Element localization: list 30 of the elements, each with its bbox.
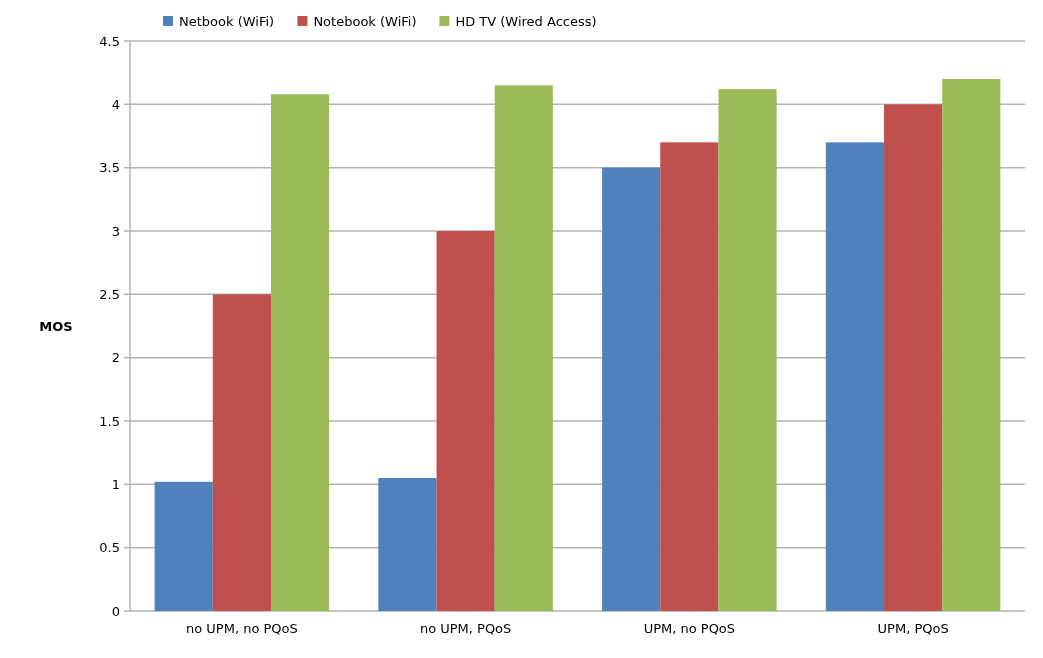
bar: [942, 79, 1001, 611]
bar: [212, 294, 271, 611]
y-tick-label: 2.5: [99, 286, 120, 302]
y-tick-label: 3.5: [99, 160, 120, 176]
y-tick-label: 4: [111, 96, 120, 112]
y-tick-label: 1.5: [99, 413, 120, 429]
y-tick-label: 4.5: [99, 33, 120, 49]
x-tick-label: UPM, no PQoS: [643, 621, 736, 636]
bar: [436, 231, 495, 611]
bar: [270, 94, 330, 611]
y-axis-title: MOS: [39, 318, 73, 334]
y-tick-label: 1: [111, 476, 120, 492]
bar: [825, 142, 885, 611]
bar: [378, 478, 437, 611]
bar: [718, 89, 777, 611]
bar: [884, 104, 943, 611]
y-tick-label: 0.5: [99, 540, 120, 556]
y-tick-label: 0: [111, 603, 120, 619]
bar: [602, 167, 661, 611]
legend-label: HD TV (Wired Access): [455, 14, 597, 29]
y-tick-label: 3: [111, 223, 120, 239]
y-tick-label: 2: [111, 350, 120, 366]
x-tick-label: UPM, PQoS: [877, 621, 949, 636]
legend-label: Netbook (WiFi): [179, 14, 275, 29]
legend-label: Notebook (WiFi): [313, 14, 417, 29]
bar: [494, 85, 553, 611]
bar: [660, 142, 719, 611]
bar: [154, 481, 213, 611]
x-tick-label: no UPM, no PQoS: [185, 621, 298, 636]
x-tick-label: no UPM, PQoS: [419, 621, 512, 636]
